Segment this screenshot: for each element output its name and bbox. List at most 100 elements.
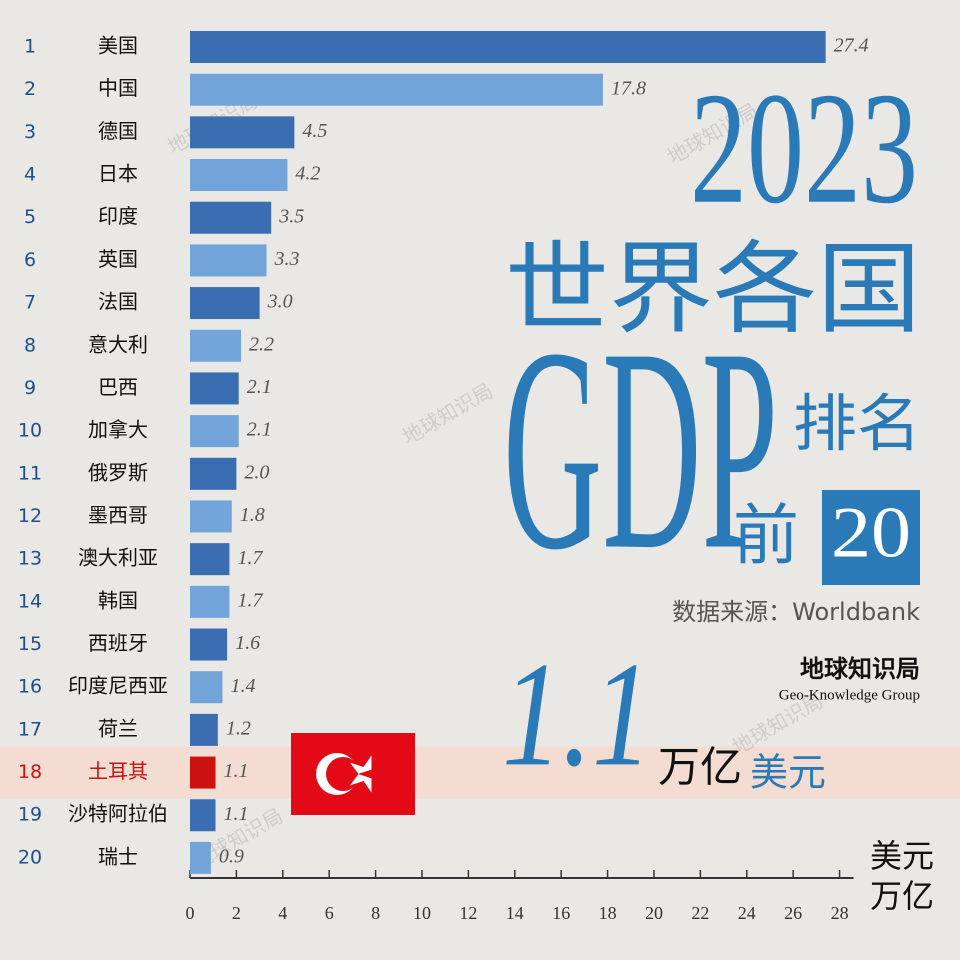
- bar: [190, 585, 230, 618]
- rank-label: 8: [24, 334, 36, 356]
- value-label: 2.0: [244, 461, 269, 483]
- count-box: [822, 490, 920, 585]
- headline-count: 20: [831, 493, 911, 573]
- category-label: 沙特阿拉伯: [68, 802, 168, 826]
- bar: [190, 329, 242, 362]
- category-label: 土耳其: [88, 759, 148, 783]
- x-tick-label: 6: [325, 903, 334, 923]
- value-label: 1.7: [237, 589, 263, 611]
- callout-currency: 美元: [750, 751, 826, 795]
- value-label: 2.1: [247, 376, 272, 398]
- brand-english: Geo-Knowledge Group: [779, 687, 920, 703]
- value-label: 3.0: [267, 291, 293, 313]
- bar: [190, 457, 237, 490]
- value-label: 3.5: [278, 205, 304, 227]
- rank-label: 10: [18, 420, 42, 442]
- x-tick-label: 10: [413, 903, 431, 923]
- bar: [190, 201, 272, 234]
- bar: [190, 73, 603, 106]
- x-tick-label: 16: [552, 903, 570, 923]
- bar: [190, 372, 239, 405]
- category-label: 意大利: [88, 332, 148, 356]
- bar: [190, 116, 295, 149]
- x-tick-label: 0: [186, 903, 195, 923]
- brand-name: 地球知识局: [800, 655, 920, 683]
- bar: [190, 713, 218, 746]
- x-tick-label: 2: [232, 903, 241, 923]
- rank-label: 1: [24, 36, 36, 58]
- source: 数据来源：Worldbank: [672, 598, 920, 626]
- bar: [190, 841, 211, 874]
- value-label: 1.6: [235, 632, 260, 654]
- category-label: 中国: [98, 76, 138, 100]
- value-label: 1.1: [224, 760, 249, 782]
- category-label: 俄罗斯: [88, 460, 148, 484]
- rank-label: 16: [18, 676, 42, 698]
- rank-label: 6: [24, 249, 36, 271]
- callout-unit: 万亿: [658, 743, 742, 792]
- value-label: 2.1: [247, 419, 272, 441]
- value-label: 27.4: [834, 35, 869, 57]
- bar: [190, 756, 216, 789]
- rank-label: 5: [24, 206, 36, 228]
- value-label: 4.2: [295, 163, 320, 185]
- bar: [190, 244, 267, 277]
- bar: [190, 159, 288, 192]
- category-label: 印度尼西亚: [68, 674, 168, 698]
- rank-label: 11: [18, 462, 42, 484]
- x-tick-label: 24: [738, 903, 756, 923]
- rank-label: 13: [18, 548, 42, 570]
- value-label: 2.2: [249, 333, 274, 355]
- rank-label: 7: [24, 292, 36, 314]
- flag-star: [350, 755, 372, 793]
- category-label: 美国: [98, 34, 138, 58]
- highlight-band: [0, 746, 960, 799]
- category-label: 德国: [98, 119, 138, 143]
- value-label: 1.7: [237, 547, 263, 569]
- category-label: 印度: [98, 204, 138, 228]
- bar: [190, 415, 239, 448]
- bar: [190, 31, 826, 63]
- bar: [190, 628, 228, 661]
- x-tick-label: 18: [599, 903, 617, 923]
- category-label: 巴西: [98, 375, 138, 399]
- value-label: 17.8: [611, 77, 646, 99]
- turkey-flag: [291, 733, 415, 815]
- category-label: 韩国: [98, 588, 138, 612]
- bar: [190, 500, 232, 533]
- rank-label: 20: [18, 846, 42, 868]
- bar: [190, 287, 260, 320]
- title: 2023: [690, 59, 918, 237]
- axis-unit: 美元: [870, 837, 934, 875]
- rank-label: 19: [18, 804, 42, 826]
- value-label: 1.2: [226, 717, 251, 739]
- value-label: 1.1: [224, 803, 249, 825]
- callout-value: 1.1: [502, 631, 652, 797]
- category-label: 日本: [98, 162, 138, 186]
- x-tick-label: 14: [506, 903, 524, 923]
- rank-label: 18: [18, 761, 42, 783]
- x-tick-label: 8: [371, 903, 380, 923]
- category-label: 瑞士: [98, 844, 138, 868]
- category-label: 墨西哥: [88, 503, 148, 527]
- x-tick-label: 26: [784, 903, 802, 923]
- headline-gdp: GDP: [503, 289, 778, 610]
- rank-label: 3: [24, 121, 36, 143]
- x-tick-label: 20: [645, 903, 663, 923]
- value-label: 3.3: [274, 248, 300, 270]
- x-tick-label: 12: [459, 903, 477, 923]
- flag-crescent-inner: [326, 757, 360, 791]
- bar: [190, 799, 216, 832]
- value-label: 0.9: [219, 846, 244, 868]
- category-label: 西班牙: [88, 631, 148, 655]
- x-tick-label: 4: [278, 903, 287, 923]
- value-label: 1.8: [240, 504, 265, 526]
- subtitle: 世界各国: [505, 230, 921, 347]
- value-label: 1.4: [230, 675, 255, 697]
- rank-label: 2: [24, 78, 36, 100]
- headline-top: 前: [733, 497, 799, 574]
- category-label: 法国: [98, 290, 138, 314]
- rank-label: 9: [24, 377, 36, 399]
